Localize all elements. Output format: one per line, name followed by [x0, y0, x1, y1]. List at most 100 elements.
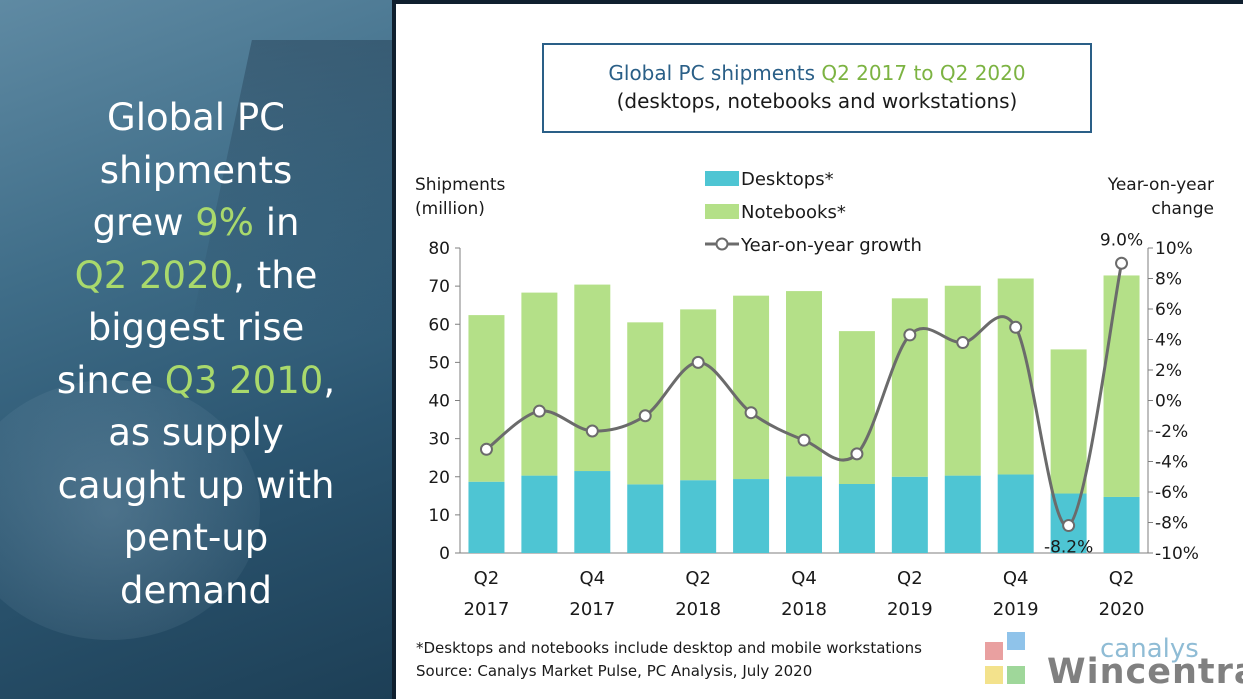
logo-square	[985, 666, 1003, 684]
headline-highlight: Q2 2020	[74, 253, 234, 297]
legend-label: Year-on-year growth	[740, 235, 922, 256]
bar-notebooks	[521, 292, 558, 476]
x-tick-label: 2017	[464, 599, 510, 620]
headline-line: pent-up	[123, 516, 269, 559]
yoy-point	[1009, 320, 1023, 334]
right-tick-label: -10%	[1155, 544, 1199, 564]
legend-swatch-notebooks	[705, 204, 739, 219]
bar-desktops	[574, 471, 611, 553]
bar-desktops	[891, 476, 928, 553]
yoy-point	[691, 355, 705, 369]
left-axis-title: Shipments	[415, 175, 506, 195]
bar-desktops	[838, 483, 875, 553]
right-tick-label: 10%	[1155, 239, 1193, 259]
x-tick-label: 2019	[993, 599, 1039, 620]
chart-title-box: Global PC shipments Q2 2017 to Q2 2020 (…	[542, 43, 1092, 133]
x-tick-label: Q4	[791, 568, 817, 589]
headline-line: grew 9% in	[92, 201, 300, 244]
yoy-point	[850, 447, 864, 461]
x-tick-label: Q2	[474, 568, 500, 589]
x-tick-label: 2018	[675, 599, 721, 620]
bar-notebooks	[997, 278, 1034, 475]
left-tick-label: 60	[428, 315, 450, 335]
bar-desktops	[944, 475, 981, 553]
legend-swatch-desktops	[705, 171, 739, 186]
yoy-point	[585, 424, 599, 438]
x-tick-label: 2020	[1099, 599, 1145, 620]
bar-desktops	[733, 479, 770, 553]
x-tick-label: 2019	[887, 599, 933, 620]
bar-notebooks	[944, 285, 981, 476]
yoy-point	[1062, 519, 1076, 533]
yoy-point	[479, 442, 493, 456]
headline-line: biggest rise	[87, 306, 305, 349]
yoy-point	[1115, 256, 1129, 270]
chart-title: Global PC shipments Q2 2017 to Q2 2020	[608, 61, 1026, 85]
headline-line: since Q3 2010,	[56, 358, 336, 402]
left-axis-title: (million)	[415, 199, 485, 219]
right-tick-label: -4%	[1155, 453, 1188, 473]
footnote-line: *Desktops and notebooks include desktop …	[416, 639, 922, 657]
headline-text: Global PC shipments grew 9% in Q2 2020, …	[0, 92, 392, 617]
headline-highlight: 9%	[195, 201, 254, 244]
bar-notebooks	[1103, 275, 1140, 497]
data-label: -8.2%	[1044, 538, 1093, 558]
left-tick-label: 40	[428, 392, 450, 412]
bar-desktops	[1103, 496, 1140, 553]
right-axis-title: change	[1151, 199, 1214, 219]
yoy-point	[797, 433, 811, 447]
left-tick-label: 30	[428, 430, 450, 450]
left-tick-label: 10	[428, 506, 450, 526]
left-tick-label: 20	[428, 468, 450, 488]
logo-square	[1007, 666, 1025, 684]
logo-square	[1007, 632, 1025, 650]
canalys-logo-text: canalys	[1100, 634, 1199, 664]
yoy-point	[956, 336, 970, 350]
right-tick-label: 8%	[1155, 270, 1182, 290]
right-tick-label: 4%	[1155, 331, 1182, 351]
x-tick-label: Q4	[1003, 568, 1029, 589]
data-label: 9.0%	[1100, 230, 1143, 250]
left-tick-label: 70	[428, 277, 450, 297]
right-tick-label: -2%	[1155, 422, 1188, 442]
bar-notebooks	[680, 309, 717, 481]
bar-desktops	[468, 481, 505, 553]
left-tick-label: 50	[428, 353, 450, 373]
bar-notebooks	[574, 284, 611, 472]
bar-notebooks	[733, 295, 770, 480]
legend-swatch-marker	[715, 237, 729, 251]
headline-line: Q2 2020, the	[74, 253, 318, 297]
bar-notebooks	[1050, 349, 1087, 494]
left-photo-panel: Global PC shipments grew 9% in Q2 2020, …	[0, 0, 392, 699]
legend-label: Notebooks*	[741, 202, 846, 223]
x-tick-label: 2018	[781, 599, 827, 620]
right-axis-title: Year-on-year	[1107, 175, 1214, 195]
footnote: *Desktops and notebooks include desktop …	[416, 637, 922, 683]
bar-desktops	[997, 474, 1034, 553]
watermark-logo: canalys Wincentral	[985, 632, 1243, 692]
source-line: Source: Canalys Market Pulse, PC Analysi…	[416, 662, 813, 680]
legend-label: Desktops*	[741, 169, 834, 190]
headline-line: demand	[120, 568, 272, 612]
bar-desktops	[521, 475, 558, 553]
headline-highlight: Q3 2010	[164, 358, 324, 402]
x-tick-label: Q4	[579, 568, 605, 589]
x-tick-label: Q2	[685, 568, 711, 589]
yoy-point	[532, 404, 546, 418]
x-tick-label: Q2	[897, 568, 923, 589]
headline-line: caught up with	[57, 463, 335, 507]
x-tick-label: Q2	[1109, 568, 1135, 589]
yoy-point	[638, 409, 652, 423]
right-tick-label: -8%	[1155, 514, 1188, 534]
right-tick-label: 0%	[1155, 392, 1182, 412]
yoy-point	[744, 406, 758, 420]
bar-desktops	[627, 484, 664, 553]
left-tick-label: 0	[439, 544, 450, 564]
chart-subtitle: (desktops, notebooks and workstations)	[616, 89, 1018, 113]
bar-desktops	[680, 480, 717, 553]
bar-notebooks	[891, 298, 928, 477]
left-tick-label: 80	[428, 239, 450, 259]
yoy-point	[903, 328, 917, 342]
headline-line: as supply	[108, 411, 284, 454]
